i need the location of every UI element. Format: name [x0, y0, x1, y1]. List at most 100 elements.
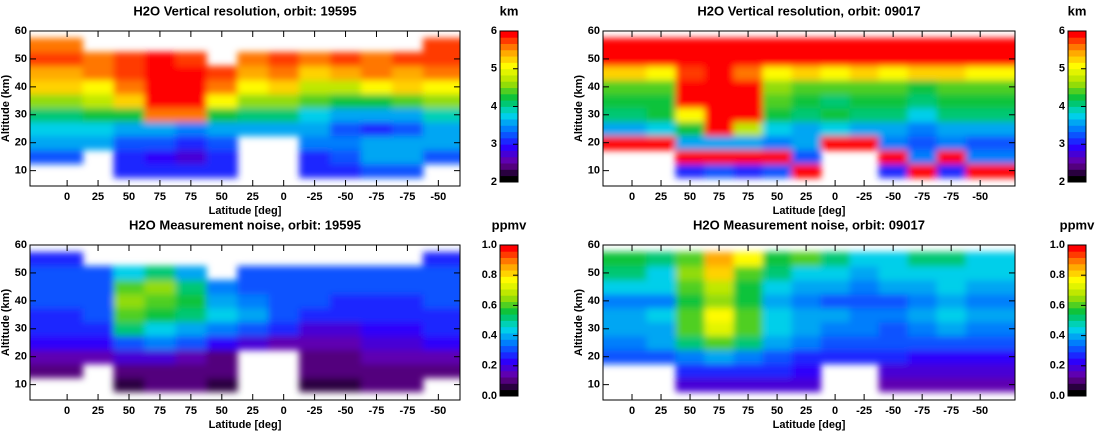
cell [144, 265, 176, 281]
x-tick-label: 50 [771, 191, 783, 203]
cell [646, 307, 677, 323]
cell [646, 279, 677, 295]
colorbar-step [500, 295, 518, 303]
cell [175, 163, 207, 179]
cell [704, 363, 735, 379]
cell [646, 321, 677, 337]
cell [391, 321, 424, 337]
cell [30, 107, 84, 123]
cell [175, 135, 207, 151]
cell [907, 279, 938, 295]
cell [175, 307, 207, 323]
colorbar-step [500, 307, 518, 315]
cell [30, 65, 84, 81]
cell [422, 335, 460, 351]
cell [878, 65, 909, 81]
cell [144, 335, 176, 351]
y-tick-label: 10 [15, 379, 27, 391]
cell [391, 293, 424, 309]
colorbar-tick-label: 2 [1059, 176, 1065, 188]
cell [268, 65, 300, 81]
cell [237, 93, 269, 109]
y-axis-label: Altitude (km) [0, 75, 12, 143]
cell [206, 335, 238, 351]
cell [965, 335, 1015, 351]
y-tick-label: 40 [15, 295, 27, 307]
cell [878, 321, 909, 337]
cell [144, 93, 176, 109]
cell [936, 377, 967, 393]
cell [175, 335, 207, 351]
cell [144, 121, 176, 137]
cell [733, 93, 764, 109]
colorbar-step [500, 169, 518, 177]
cell [330, 107, 362, 123]
chart-title: H2O Measurement noise, orbit: 19595 [129, 217, 361, 232]
cell [675, 65, 706, 81]
x-tick-label: -75 [914, 191, 930, 203]
cell [646, 37, 677, 53]
cell [603, 335, 648, 351]
cell [422, 107, 460, 123]
chart-title: H2O Measurement noise, orbit: 09017 [693, 217, 925, 232]
y-tick-label: 30 [588, 109, 600, 121]
y-tick-label: 10 [15, 165, 27, 177]
cell [422, 93, 460, 109]
cell [675, 107, 706, 123]
cell [175, 363, 207, 379]
cell [330, 307, 362, 323]
colorbar-step [500, 112, 518, 120]
colorbar-step [500, 87, 518, 95]
cell [603, 293, 648, 309]
x-tick-label: 75 [742, 405, 754, 417]
cell [646, 107, 677, 123]
cell [206, 349, 238, 365]
cell [791, 377, 822, 393]
cell [391, 163, 424, 179]
cell [113, 307, 145, 323]
cell [175, 349, 207, 365]
cell [330, 279, 362, 295]
colorbar-step [500, 144, 518, 151]
x-tick-label: 0 [281, 405, 287, 417]
cell [791, 279, 822, 295]
colorbar-step [500, 276, 518, 284]
cell [733, 377, 764, 393]
cell [907, 321, 938, 337]
cell [299, 149, 331, 165]
cell [268, 121, 300, 137]
x-tick-label: 75 [185, 405, 197, 417]
cell [907, 65, 938, 81]
cell [391, 349, 424, 365]
cell [907, 37, 938, 53]
chart-title: H2O Vertical resolution, orbit: 19595 [133, 3, 356, 18]
colorbar-step [1068, 301, 1086, 309]
x-tick-label: -50 [885, 191, 901, 203]
cell [175, 79, 207, 95]
cell [936, 349, 967, 365]
cell [907, 163, 938, 179]
cell [965, 279, 1015, 295]
cell [675, 335, 706, 351]
cell [646, 79, 677, 95]
cell [878, 51, 909, 67]
cell [361, 293, 393, 309]
cell [849, 135, 880, 151]
cell [849, 107, 880, 123]
cell [144, 307, 176, 323]
cell [820, 279, 851, 295]
x-tick-label: 0 [629, 191, 635, 203]
cell [144, 279, 176, 295]
colorbar-label: ppmv [492, 217, 527, 232]
cell [762, 135, 793, 151]
cell [144, 135, 176, 151]
cell [791, 121, 822, 137]
colorbar-step [1068, 326, 1086, 334]
colorbar-tick-label: 0.0 [482, 390, 497, 402]
colorbar-step [500, 345, 518, 353]
y-axis-label: Altitude (km) [573, 75, 585, 143]
cell [878, 265, 909, 281]
cell [299, 349, 331, 365]
panel: 0 25 50 75 75 50 25 0 -25 -50 -75 -75 -50 10 20 30 40 50 6… [0, 217, 527, 430]
colorbar-step [1068, 364, 1086, 372]
